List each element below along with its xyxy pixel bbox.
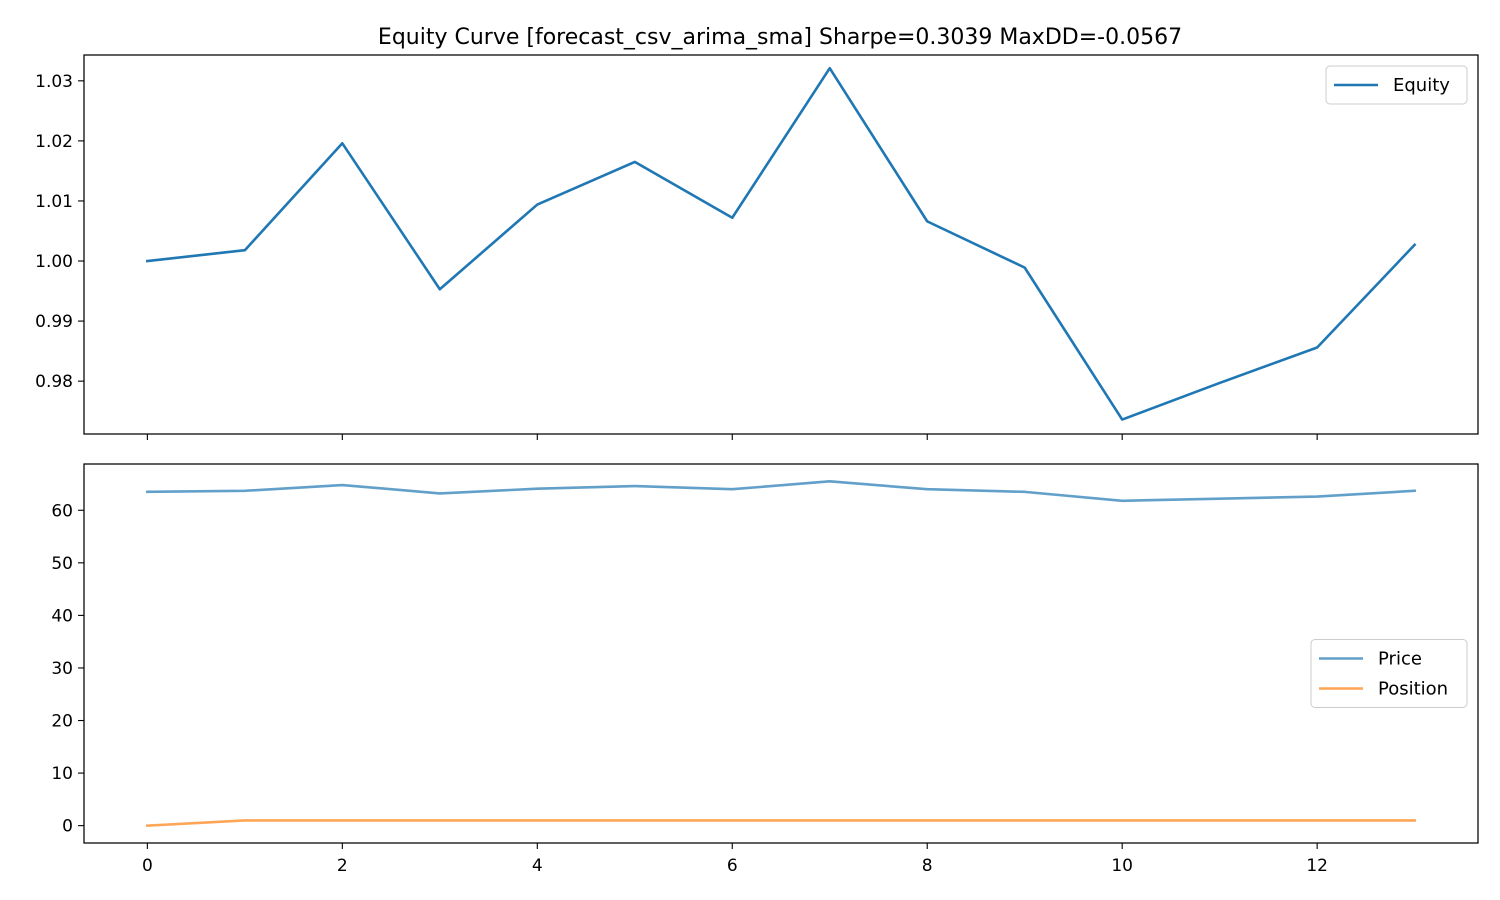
series-line-price <box>146 480 1417 503</box>
y-tick-label: 60 <box>51 501 73 521</box>
y-tick-label: 20 <box>51 712 73 732</box>
legend-label: Equity <box>1393 75 1450 96</box>
legend-frame <box>1310 639 1468 708</box>
y-tick-label: 30 <box>51 659 73 679</box>
x-tick-label: 2 <box>337 856 348 876</box>
legend: Equity <box>1325 65 1468 105</box>
legend-label: Position <box>1378 679 1448 700</box>
y-tick-label: 1.02 <box>35 132 73 152</box>
x-tick-label: 0 <box>142 856 153 876</box>
x-tick-label: 8 <box>922 856 933 876</box>
chart-title: Equity Curve [forecast_csv_arima_sma] Sh… <box>378 25 1182 50</box>
y-tick-label: 1.00 <box>35 252 73 272</box>
legend-label: Price <box>1378 649 1422 670</box>
x-tick-label: 12 <box>1306 856 1328 876</box>
axes-frame <box>83 54 1479 435</box>
legend: Price Position <box>1310 639 1468 708</box>
x-tick-label: 6 <box>727 856 738 876</box>
series-line-position <box>145 819 1416 828</box>
y-tick-label: 0 <box>62 817 73 837</box>
y-tick-label: 0.99 <box>35 312 73 332</box>
y-tick-label: 0.98 <box>35 372 73 392</box>
y-tick-label: 50 <box>51 554 73 574</box>
series-line-equity <box>145 66 1417 421</box>
y-tick-label: 1.01 <box>35 192 73 212</box>
y-tick-label: 10 <box>51 764 73 784</box>
x-tick-label: 10 <box>1111 856 1133 876</box>
legend-frame <box>1325 65 1468 105</box>
y-tick-label: 40 <box>51 606 73 626</box>
y-tick-label: 1.03 <box>35 72 73 92</box>
equity-panel: 0.98 0.99 1.00 1.01 1.02 1.03 Equity <box>35 54 1479 440</box>
price-position-panel: 0 10 20 30 40 50 60 0 2 4 6 8 10 12 Price Position <box>51 463 1479 876</box>
axes-frame <box>83 463 1479 844</box>
x-tick-label: 4 <box>532 856 543 876</box>
